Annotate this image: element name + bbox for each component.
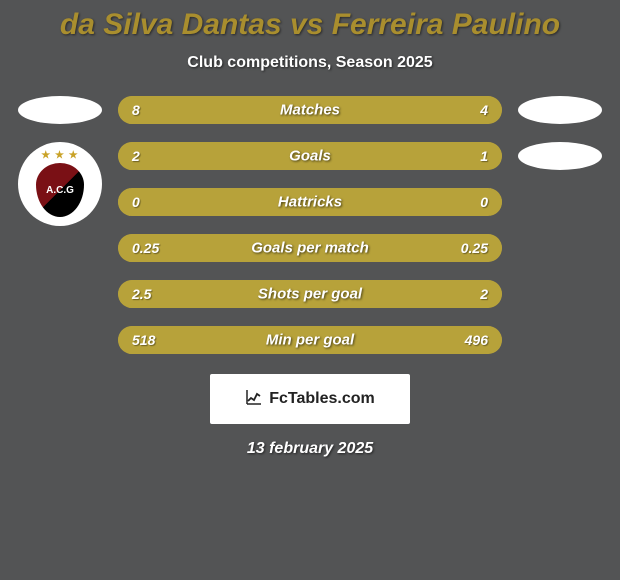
stat-value-left: 2 [132,148,140,164]
stat-label: Shots per goal [258,286,362,303]
stat-bar-right [490,188,502,216]
stat-row: 518 496 Min per goal [118,326,502,354]
brand-text: FcTables.com [269,390,375,408]
club-placeholder-ellipse [518,142,602,170]
stat-value-right: 0 [480,194,488,210]
brand-box: FcTables.com [210,374,410,424]
stat-value-right: 1 [480,148,488,164]
player-placeholder-ellipse [18,96,102,124]
stat-value-left: 8 [132,102,140,118]
main-row: ★ ★ ★ A.C.G 84Matches21Goals00Hattricks0… [0,96,620,354]
page-title: da Silva Dantas vs Ferreira Paulino [0,8,620,42]
club-logo-acg: ★ ★ ★ A.C.G [18,142,102,226]
subtitle: Club competitions, Season 2025 [0,54,620,72]
stat-label: Goals per match [251,240,369,257]
stat-value-left: 518 [132,332,155,348]
stat-row: 8 4 Matches [118,96,502,124]
stat-value-left: 0 [132,194,140,210]
player-placeholder-ellipse [518,96,602,124]
stat-row: 2.5 2 Shots per goal [118,280,502,308]
stat-value-right: 4 [480,102,488,118]
stat-row: 0.25 0.25 Goals per match [118,234,502,262]
stat-bar-left [118,188,130,216]
comparison-infographic: da Silva Dantas vs Ferreira Paulino Club… [0,0,620,580]
right-column [518,96,602,354]
stat-value-right: 0.25 [461,240,488,256]
club-logo-initials: A.C.G [46,185,74,196]
stat-value-left: 2.5 [132,286,151,302]
left-column: ★ ★ ★ A.C.G [18,96,102,354]
stat-value-right: 496 [465,332,488,348]
stat-label: Goals [289,148,331,165]
club-logo-stars: ★ ★ ★ [41,151,78,161]
stat-label: Min per goal [266,332,354,349]
stat-row: 0 0 Hattricks [118,188,502,216]
chart-icon [245,388,263,411]
stats-column: 8 4 Matches 2 1 Goals 0 0 Hattricks 0.25 0.25 Goals… [118,96,502,354]
stat-label: Matches [280,102,340,119]
stat-value-right: 2 [480,286,488,302]
stat-value-left: 0.25 [132,240,159,256]
date-text: 13 february 2025 [0,440,620,458]
stat-label: Hattricks [278,194,342,211]
stat-bar-left [118,142,374,170]
club-logo-shield: A.C.G [36,163,84,217]
stat-row: 2 1 Goals [118,142,502,170]
